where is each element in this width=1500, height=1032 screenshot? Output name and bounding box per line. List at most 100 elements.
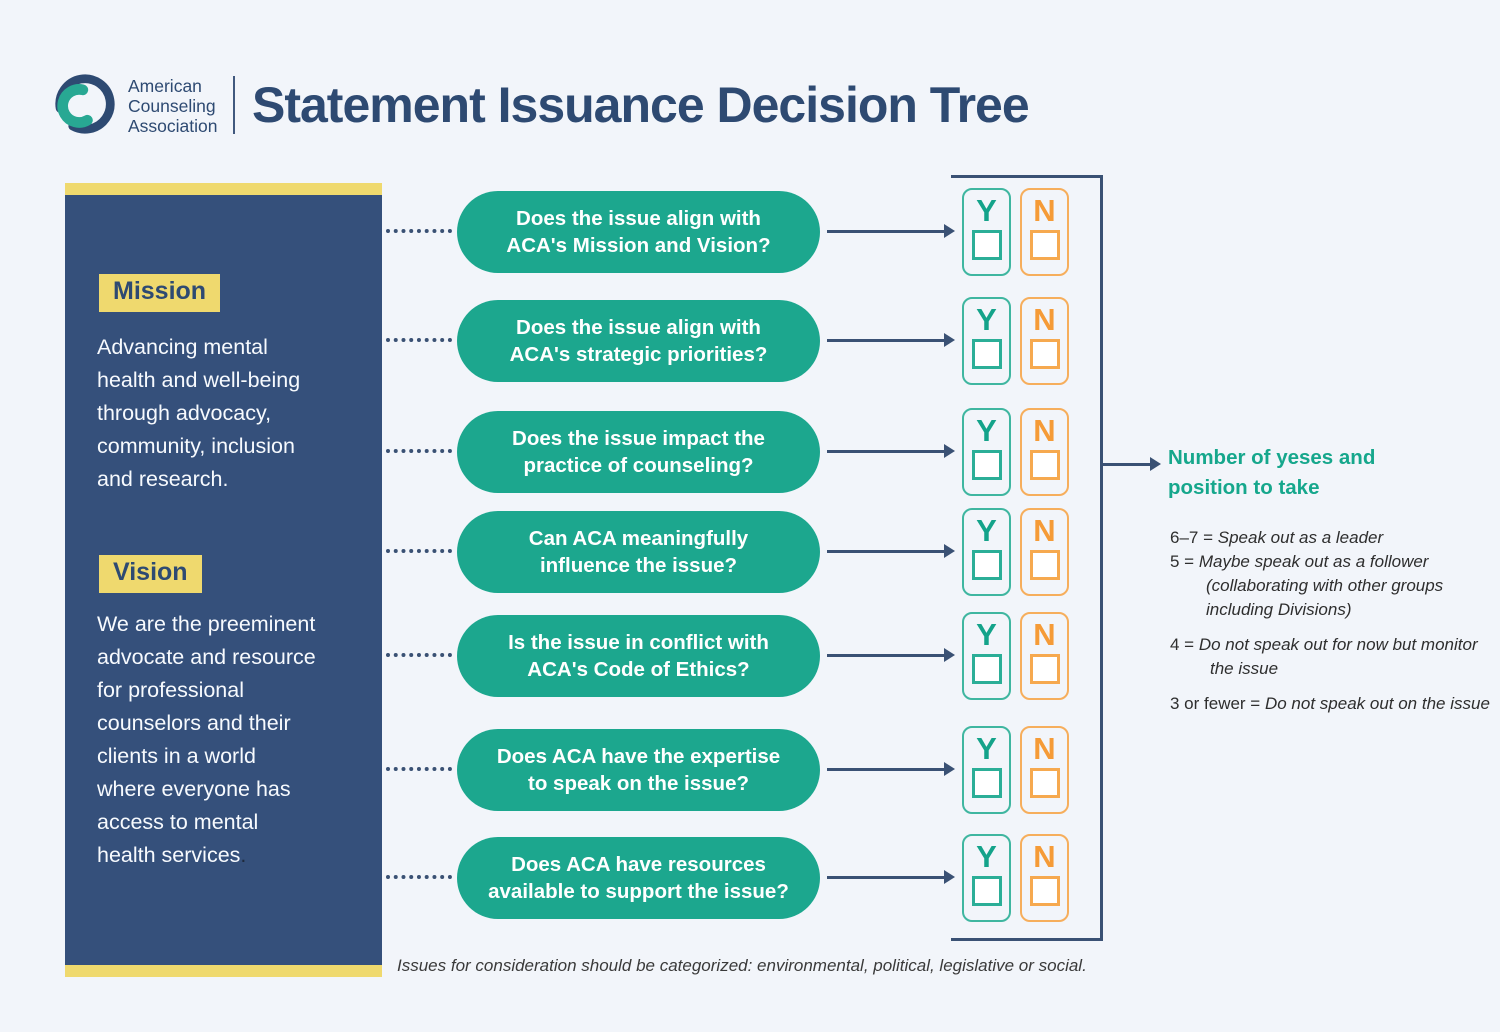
arrow-connector [827, 762, 955, 776]
no-checkbox[interactable] [1029, 230, 1060, 260]
page-title: Statement Issuance Decision Tree [252, 77, 1030, 133]
no-label: N [1033, 413, 1056, 448]
no-option: N [1020, 834, 1069, 922]
no-option: N [1020, 508, 1069, 596]
yes-checkbox[interactable] [971, 450, 1002, 480]
dotted-connector [386, 338, 452, 342]
question-row: Does ACA have resources available to sup… [0, 834, 1500, 922]
yes-checkbox[interactable] [971, 654, 1002, 684]
score-prefix: 5 = [1170, 552, 1199, 571]
dotted-connector [386, 549, 452, 553]
header-divider [233, 76, 235, 134]
score-item: 6–7 = Speak out as a leader [1170, 526, 1476, 550]
question-text: Can ACA meaningfully influence the issue… [528, 527, 749, 577]
yes-option: Y [962, 612, 1011, 700]
question-row: Is the issue in conflict with ACA's Code… [0, 612, 1500, 700]
vision-label: Vision [99, 555, 202, 593]
question-text: Does ACA have resources available to sup… [488, 853, 789, 903]
no-checkbox[interactable] [1029, 768, 1060, 798]
yes-checkbox[interactable] [971, 768, 1002, 798]
score-prefix: 6–7 = [1170, 528, 1218, 547]
yes-option: Y [962, 408, 1011, 496]
no-option: N [1020, 408, 1069, 496]
question-row: Can ACA meaningfully influence the issue… [0, 508, 1500, 596]
no-checkbox[interactable] [1029, 450, 1060, 480]
no-checkbox[interactable] [1029, 339, 1060, 369]
score-prefix: 3 or fewer = [1170, 694, 1265, 713]
score-text: Maybe speak out as a follower (collabora… [1198, 552, 1444, 619]
yes-label: Y [976, 302, 997, 337]
no-checkbox[interactable] [1029, 876, 1060, 906]
arrow-connector [827, 444, 955, 458]
vision-text-body: We are the preeminent advocate and resou… [97, 612, 316, 867]
no-option: N [1020, 297, 1069, 385]
score-item: 3 or fewer = Do not speak out on the iss… [1170, 692, 1500, 716]
no-label: N [1033, 302, 1056, 337]
score-item: 4 = Do not speak out for now but monitor… [1170, 633, 1500, 681]
dotted-connector [386, 653, 452, 657]
yes-label: Y [976, 193, 997, 228]
aca-logo-icon [46, 70, 124, 143]
footnote: Issues for consideration should be categ… [397, 956, 1087, 975]
bracket-top-line [951, 175, 1103, 178]
no-checkbox[interactable] [1029, 550, 1060, 580]
brand-line: Counseling [128, 96, 216, 116]
question-text: Does the issue align with ACA's Mission … [506, 207, 771, 257]
question-row: Does the issue align with ACA's strategi… [0, 297, 1500, 385]
yes-label: Y [976, 413, 997, 448]
yes-checkbox[interactable] [971, 230, 1002, 260]
no-label: N [1033, 617, 1056, 652]
question-text: Does ACA have the expertise to speak on … [496, 745, 781, 795]
question-pill: Does ACA have resources available to sup… [457, 837, 820, 919]
no-label: N [1033, 839, 1056, 874]
yes-checkbox[interactable] [971, 876, 1002, 906]
arrow-connector [827, 544, 955, 558]
yes-label: Y [976, 617, 997, 652]
score-text: Speak out as a leader [1217, 528, 1384, 547]
question-pill: Does the issue impact the practice of co… [457, 411, 820, 493]
result-arrow [1103, 457, 1161, 471]
bracket-right-line [1100, 175, 1103, 941]
brand-name: American Counseling Association [128, 76, 218, 136]
vision-text: We are the preeminent advocate and resou… [97, 608, 387, 872]
result-heading: Number of yeses and position to take [1168, 446, 1376, 499]
score-text: Do not speak out for now but monitor the… [1198, 635, 1478, 678]
score-prefix: 4 = [1170, 635, 1199, 654]
question-pill: Does ACA have the expertise to speak on … [457, 729, 820, 811]
dotted-connector [386, 767, 452, 771]
yes-label: Y [976, 839, 997, 874]
question-row: Does ACA have the expertise to speak on … [0, 726, 1500, 814]
bracket-bottom-line [951, 938, 1103, 941]
vision-period: . [240, 843, 247, 867]
score-item: 5 = Maybe speak out as a follower (colla… [1170, 550, 1476, 622]
sidebar-bottom-accent [65, 965, 382, 977]
question-pill: Can ACA meaningfully influence the issue… [457, 511, 820, 593]
arrow-connector [827, 648, 955, 662]
dotted-connector [386, 229, 452, 233]
no-checkbox[interactable] [1029, 654, 1060, 684]
arrow-connector [827, 870, 955, 884]
yes-label: Y [976, 731, 997, 766]
yes-label: Y [976, 513, 997, 548]
yes-option: Y [962, 726, 1011, 814]
no-option: N [1020, 612, 1069, 700]
arrow-connector [827, 333, 955, 347]
yes-checkbox[interactable] [971, 339, 1002, 369]
no-label: N [1033, 513, 1056, 548]
question-text: Is the issue in conflict with ACA's Code… [508, 631, 769, 681]
question-pill: Does the issue align with ACA's strategi… [457, 300, 820, 382]
brand-line: American [128, 76, 202, 96]
arrow-connector [827, 224, 955, 238]
question-pill: Is the issue in conflict with ACA's Code… [457, 615, 820, 697]
no-label: N [1033, 731, 1056, 766]
no-option: N [1020, 188, 1069, 276]
no-label: N [1033, 193, 1056, 228]
dotted-connector [386, 875, 452, 879]
yes-option: Y [962, 508, 1011, 596]
yes-checkbox[interactable] [971, 550, 1002, 580]
yes-option: Y [962, 188, 1011, 276]
score-text: Do not speak out on the issue [1264, 694, 1490, 713]
yes-option: Y [962, 297, 1011, 385]
mission-label: Mission [99, 274, 221, 312]
